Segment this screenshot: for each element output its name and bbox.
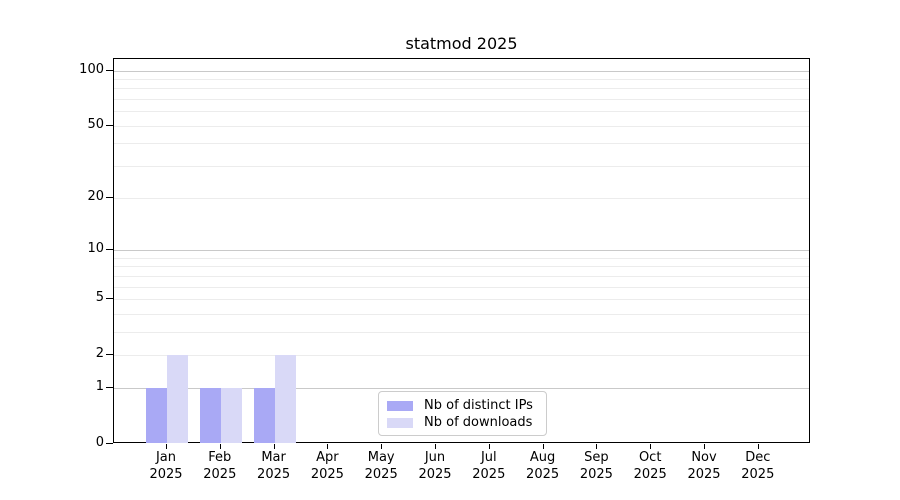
x-tick-label-jun: Jun 2025: [395, 449, 475, 483]
minor-gridline: [114, 257, 809, 259]
legend-item-distinct-ips: Nb of distinct IPs: [387, 397, 538, 414]
y-tick-label: 50: [87, 116, 104, 132]
minor-gridline: [114, 111, 809, 113]
x-tick-label-nov: Nov 2025: [664, 449, 744, 483]
x-tick-mark: [704, 444, 705, 449]
minor-gridline: [114, 286, 809, 288]
bar-nb-of-downloads-mar: [274, 355, 296, 443]
x-tick-mark: [650, 444, 652, 449]
x-tick-mark: [273, 444, 275, 449]
x-tick-month: Dec: [745, 450, 771, 465]
x-tick-mark: [757, 444, 759, 449]
minor-gridline: [114, 99, 809, 101]
minor-gridline: [114, 197, 809, 199]
x-tick-year: 2025: [579, 467, 613, 482]
x-tick-month: Aug: [529, 450, 556, 465]
y-tick-label: 2: [95, 346, 104, 362]
x-tick-mark: [596, 444, 598, 449]
major-gridline: [114, 387, 809, 389]
x-tick-year: 2025: [310, 467, 344, 482]
x-tick-month: Nov: [691, 450, 717, 465]
x-tick-mark: [166, 444, 167, 449]
y-tick-label: 0: [95, 435, 104, 450]
x-tick-mark: [435, 444, 436, 449]
x-tick-label-mar: Mar 2025: [234, 449, 314, 483]
minor-gridline: [114, 78, 809, 80]
major-gridline: [114, 249, 809, 251]
x-tick-mark: [542, 444, 544, 449]
x-tick-mark: [219, 444, 221, 449]
bar-nb-of-distinct-ips-jan: [146, 387, 167, 443]
legend: Nb of distinct IPs Nb of downloads: [378, 391, 547, 436]
y-tick-mark: [106, 443, 113, 444]
minor-gridline: [114, 266, 809, 268]
x-tick-year: 2025: [526, 467, 560, 482]
x-tick-label-jan: Jan 2025: [126, 449, 206, 483]
x-tick-label-feb: Feb 2025: [180, 449, 260, 483]
x-tick-label-may: May 2025: [341, 449, 421, 483]
x-tick-mark: [327, 444, 329, 449]
x-tick-year: 2025: [687, 467, 721, 482]
x-tick-year: 2025: [203, 467, 237, 482]
y-tick-label: 20: [87, 188, 104, 204]
y-tick-mark: [106, 248, 113, 250]
minor-gridline: [114, 331, 809, 333]
bar-nb-of-downloads-feb: [220, 387, 242, 443]
y-tick-label: 1: [95, 378, 104, 394]
x-tick-month: Jun: [424, 450, 446, 465]
minor-gridline: [114, 275, 809, 277]
x-tick-month: Feb: [208, 450, 232, 465]
y-tick-mark: [106, 69, 113, 71]
x-tick-month: Sep: [584, 450, 609, 465]
x-tick-label-jul: Jul 2025: [449, 449, 529, 483]
chart-title: statmod 2025: [405, 34, 518, 53]
x-tick-mark: [381, 444, 383, 449]
x-tick-mark: [488, 444, 490, 449]
major-gridline: [114, 70, 809, 72]
legend-swatch-distinct-ips: [387, 400, 413, 411]
x-tick-year: 2025: [149, 467, 183, 482]
legend-label-downloads: Nb of downloads: [424, 414, 533, 430]
y-tick-mark: [106, 124, 113, 126]
bar-nb-of-distinct-ips-mar: [253, 387, 275, 443]
minor-gridline: [114, 88, 809, 90]
x-tick-month: May: [367, 450, 395, 465]
x-tick-month: Mar: [261, 450, 286, 465]
x-tick-label-aug: Aug 2025: [503, 449, 583, 483]
x-tick-year: 2025: [257, 467, 291, 482]
x-tick-label-dec: Dec 2025: [718, 449, 798, 483]
x-tick-month: Jul: [480, 450, 497, 465]
bar-nb-of-distinct-ips-feb: [199, 387, 221, 443]
x-tick-year: 2025: [472, 467, 506, 482]
legend-item-downloads: Nb of downloads: [387, 414, 538, 431]
y-tick-mark: [106, 354, 113, 356]
x-tick-month: Apr: [316, 450, 339, 465]
minor-gridline: [114, 125, 809, 127]
y-tick-mark: [106, 297, 113, 299]
minor-gridline: [114, 298, 809, 300]
minor-gridline: [114, 313, 809, 315]
plot-area: [113, 58, 810, 443]
bar-nb-of-downloads-jan: [167, 355, 188, 443]
x-tick-month: Jan: [155, 450, 177, 465]
y-tick-label: 5: [95, 289, 104, 305]
x-tick-label-apr: Apr 2025: [287, 449, 367, 483]
y-tick-label: 10: [87, 240, 104, 256]
y-tick-mark: [106, 386, 113, 388]
x-tick-year: 2025: [364, 467, 398, 482]
x-tick-year: 2025: [633, 467, 667, 482]
minor-gridline: [114, 355, 809, 357]
x-tick-year: 2025: [418, 467, 452, 482]
x-tick-label-oct: Oct 2025: [610, 449, 690, 483]
x-tick-label-sep: Sep 2025: [556, 449, 636, 483]
legend-label-distinct-ips: Nb of distinct IPs: [424, 397, 533, 413]
y-tick-mark: [106, 196, 113, 198]
minor-gridline: [114, 143, 809, 145]
x-tick-year: 2025: [741, 467, 775, 482]
x-tick-month: Oct: [638, 450, 662, 465]
minor-gridline: [114, 166, 809, 168]
y-tick-label: 100: [79, 61, 104, 77]
legend-swatch-downloads: [387, 417, 413, 428]
